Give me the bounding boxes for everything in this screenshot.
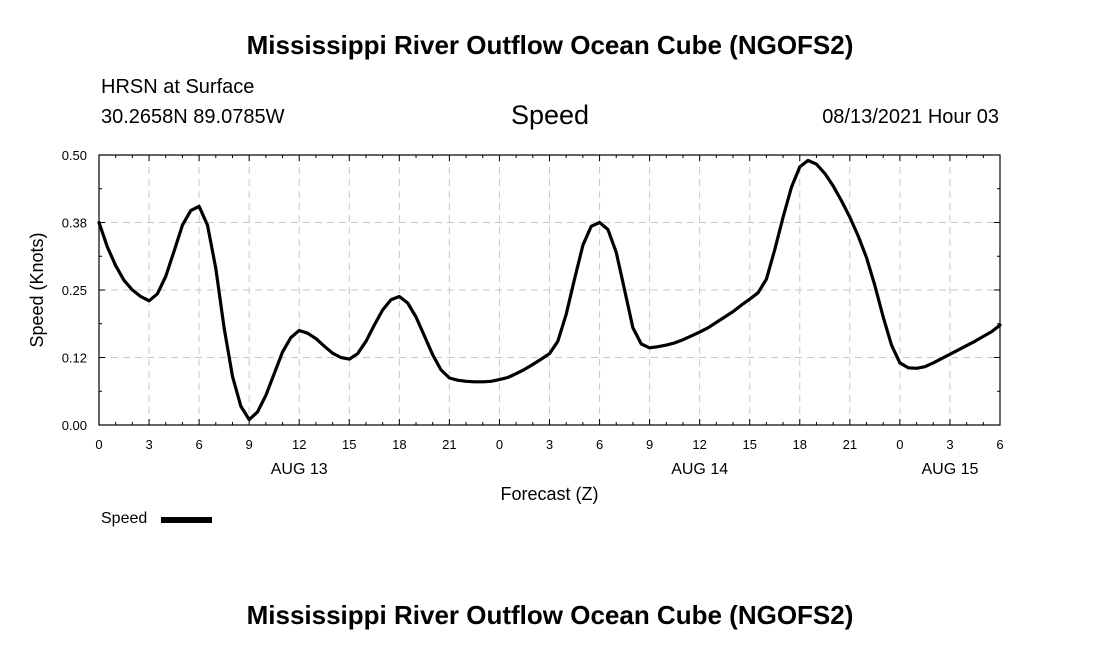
x-tick-label: 0 <box>896 437 903 452</box>
legend-swatch <box>161 517 212 523</box>
variable-title: Speed <box>510 100 590 130</box>
y-tick-label: 0.12 <box>62 351 87 366</box>
x-tick-label: 18 <box>392 437 406 452</box>
legend-label: Speed <box>101 510 148 527</box>
y-tick-label: 0.50 <box>62 148 87 163</box>
x-tick-label: 18 <box>793 437 807 452</box>
forecast-datetime: 08/13/2021 Hour 03 <box>822 106 999 128</box>
x-tick-label: 12 <box>292 437 306 452</box>
x-tick-label: 6 <box>596 437 603 452</box>
chart-title: Mississippi River Outflow Ocean Cube (NG… <box>246 30 854 60</box>
y-tick-label: 0.25 <box>62 283 87 298</box>
x-tick-label: 15 <box>742 437 756 452</box>
x-tick-label: 3 <box>946 437 953 452</box>
x-tick-label: 9 <box>246 437 253 452</box>
station-label: HRSN at Surface <box>101 76 255 98</box>
series <box>97 158 1002 422</box>
x-tick-label: 6 <box>996 437 1003 452</box>
x-tick-label: 6 <box>195 437 202 452</box>
day-label: AUG 15 <box>921 461 978 478</box>
coordinates-label: 30.2658N 89.0785W <box>101 106 285 128</box>
x-tick-label: 21 <box>442 437 456 452</box>
x-tick-label: 3 <box>145 437 152 452</box>
y-tick-label: 0.00 <box>62 418 87 433</box>
x-tick-label: 3 <box>546 437 553 452</box>
y-axis-label: Speed (Knots) <box>27 232 47 347</box>
speed-series-line <box>97 158 1002 422</box>
y-tick-label: 0.38 <box>62 216 87 231</box>
x-axis-label: Forecast (Z) <box>500 484 598 504</box>
x-tick-label: 21 <box>843 437 857 452</box>
x-tick-label: 15 <box>342 437 356 452</box>
x-tick-label: 0 <box>496 437 503 452</box>
x-tick-label: 9 <box>646 437 653 452</box>
x-tick-label: 0 <box>95 437 102 452</box>
axes: 0 3 6 9 12 15 18 21 0 3 6 9 12 15 18 21 0 3 6 0.00 0.12 0.25 0… <box>27 148 1004 504</box>
x-tick-label: 12 <box>692 437 706 452</box>
day-label: AUG 13 <box>271 461 328 478</box>
footer-title: Mississippi River Outflow Ocean Cube (NG… <box>246 600 854 630</box>
plot-frame <box>98 154 1001 426</box>
grid <box>99 155 1000 425</box>
day-label: AUG 14 <box>671 461 728 478</box>
